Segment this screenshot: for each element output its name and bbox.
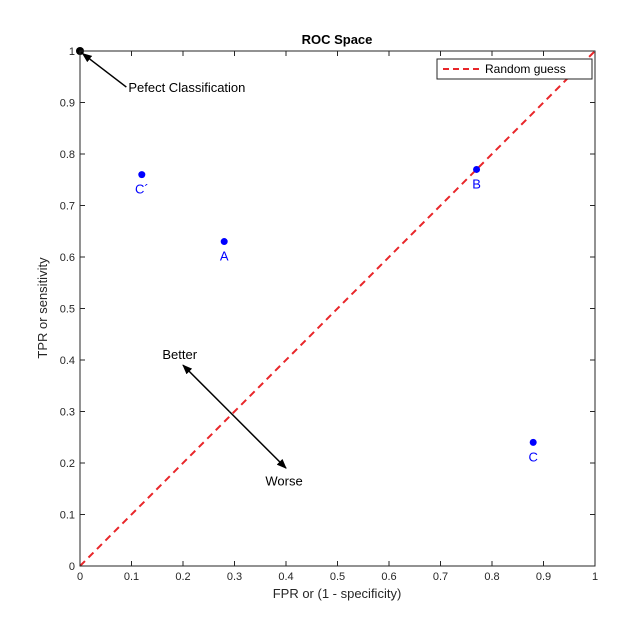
axis-ticks: 0 0.1 0.2 0.3 0.4 0.5 0.6 0.7 0.8 0.9 1 0 0.1 0.2 0.3 0… bbox=[60, 46, 598, 583]
plot-frame bbox=[79, 50, 596, 567]
legend-label: Random guess bbox=[485, 62, 566, 76]
x-tick-label: 1 bbox=[592, 571, 598, 583]
annotation-arrow bbox=[228, 410, 287, 469]
y-tick-label: 0.7 bbox=[60, 201, 75, 213]
x-axis-label: FPR or (1 - specificity) bbox=[273, 586, 402, 601]
x-tick-label: 0.6 bbox=[381, 571, 396, 583]
roc-point-label: B bbox=[472, 176, 481, 191]
y-tick-label: 0.2 bbox=[60, 458, 75, 470]
x-tick-label: 0.1 bbox=[124, 571, 139, 583]
y-tick-label: 0.4 bbox=[60, 355, 75, 367]
legend-box bbox=[436, 58, 593, 80]
y-tick-label: 0.9 bbox=[60, 98, 75, 110]
annotation-label: Better bbox=[162, 347, 197, 362]
x-tick-label: 0.5 bbox=[330, 571, 345, 583]
y-tick-label: 0.3 bbox=[60, 407, 75, 419]
roc-point bbox=[473, 165, 481, 173]
roc-point-label: C bbox=[529, 449, 538, 464]
y-tick-label: 0 bbox=[69, 561, 75, 573]
x-tick-label: 0.4 bbox=[278, 571, 293, 583]
y-tick-label: 0.6 bbox=[60, 252, 75, 264]
x-tick-label: 0 bbox=[77, 571, 83, 583]
y-tick-label: 0.1 bbox=[60, 510, 75, 522]
annotation-label: Pefect Classification bbox=[128, 80, 245, 95]
y-tick-label: 0.5 bbox=[60, 304, 75, 316]
y-axis-label: TPR or sensitivity bbox=[35, 257, 50, 359]
annotation-label: Worse bbox=[265, 473, 302, 488]
y-tick-label: 0.8 bbox=[60, 149, 75, 161]
chart-title: ROC Space bbox=[302, 32, 373, 47]
annotation-arrow bbox=[81, 52, 127, 88]
roc-point bbox=[529, 438, 537, 446]
x-tick-label: 0.9 bbox=[536, 571, 551, 583]
roc-point bbox=[220, 238, 228, 246]
roc-point-label: C´ bbox=[135, 182, 149, 197]
y-tick-label: 1 bbox=[69, 46, 75, 58]
legend: Random guess bbox=[436, 58, 593, 80]
x-tick-label: 0.2 bbox=[175, 571, 190, 583]
x-tick-label: 0.8 bbox=[484, 571, 499, 583]
annotation-arrow bbox=[182, 364, 230, 413]
roc-point-label: A bbox=[220, 249, 229, 264]
series-layer bbox=[79, 50, 596, 567]
x-tick-label: 0.7 bbox=[433, 571, 448, 583]
random-guess-line bbox=[79, 50, 596, 567]
roc-point bbox=[138, 171, 146, 179]
x-tick-label: 0.3 bbox=[227, 571, 242, 583]
annotation-layer: Pefect Classification Better Worse bbox=[81, 52, 303, 488]
